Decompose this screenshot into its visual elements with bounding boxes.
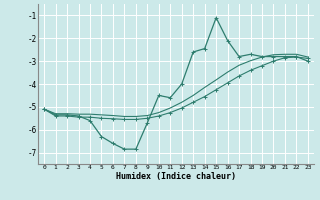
X-axis label: Humidex (Indice chaleur): Humidex (Indice chaleur) <box>116 172 236 181</box>
